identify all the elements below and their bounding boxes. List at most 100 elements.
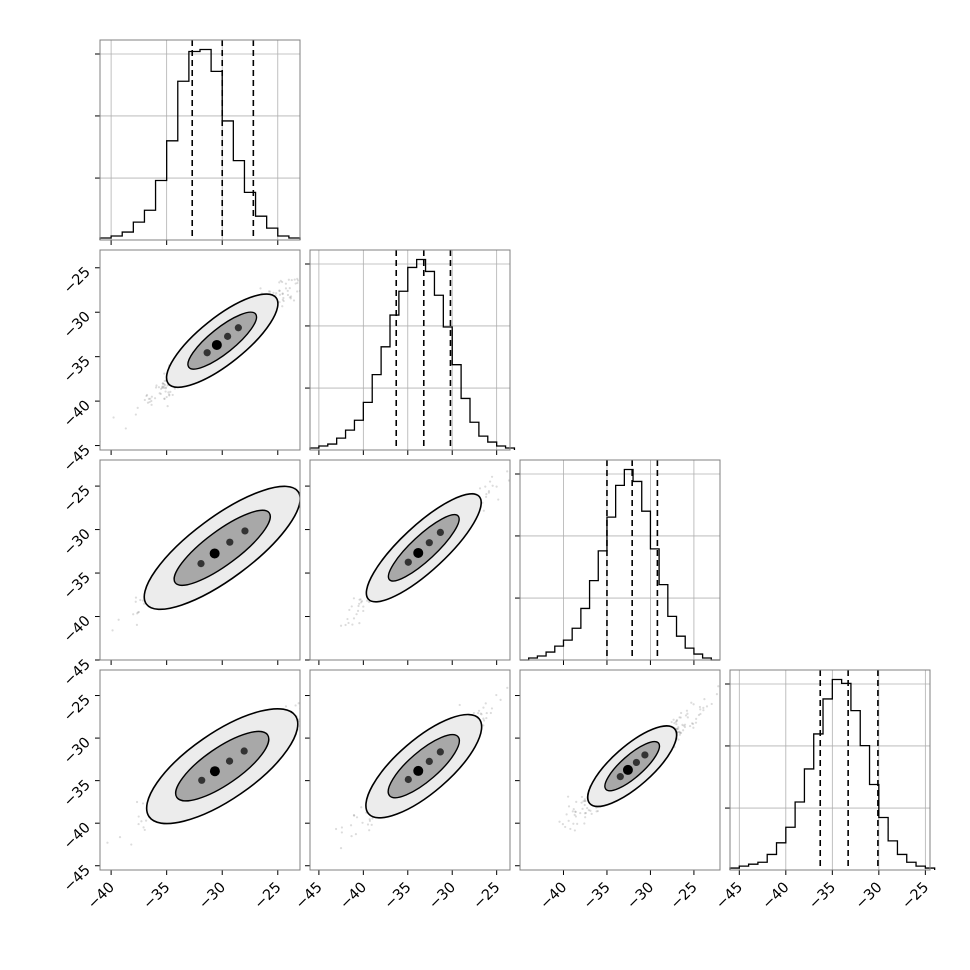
scatter-point: [141, 599, 145, 602]
scatter-point: [348, 608, 351, 612]
scatter-point: [296, 290, 299, 293]
scatter-point: [583, 812, 587, 815]
density-core: [234, 324, 242, 332]
scatter-point: [140, 820, 143, 823]
scatter-point: [698, 705, 702, 709]
scatter-point: [307, 495, 309, 497]
density-core: [641, 751, 649, 759]
scatter-point: [143, 828, 146, 832]
scatter-point: [678, 731, 681, 734]
panel-frame: [99, 459, 301, 661]
scatter-point: [580, 801, 583, 804]
scatter-point: [150, 395, 153, 398]
scatter-point: [670, 720, 673, 724]
scatter-point: [573, 813, 576, 816]
scatter-point: [168, 394, 171, 397]
panel-background: [520, 460, 720, 660]
scatter-point: [572, 822, 575, 825]
scatter-point: [290, 278, 293, 282]
scatter-point: [674, 720, 678, 723]
scatter-point: [705, 705, 709, 708]
scatter-point: [488, 480, 492, 483]
scatter-point: [344, 623, 347, 627]
x-tick-label: −30: [624, 880, 657, 913]
scatter-point: [282, 296, 285, 300]
density-core: [241, 527, 249, 535]
scatter-point: [368, 819, 372, 822]
scatter-point: [134, 600, 137, 603]
scatter-point: [279, 279, 282, 282]
x-tick-label: −35: [806, 880, 839, 913]
scatter-point: [300, 496, 302, 498]
scatter-point: [675, 718, 679, 722]
scatter-point: [159, 387, 163, 391]
scatter-point: [490, 475, 494, 478]
scatter-point: [137, 610, 140, 614]
scatter-point: [699, 712, 702, 716]
scatter-point: [161, 382, 164, 385]
scatter-point: [675, 727, 679, 730]
histogram-step: [309, 258, 516, 450]
scatter-point: [157, 386, 161, 389]
scatter-point: [359, 598, 362, 601]
scatter-point: [517, 681, 519, 683]
scatter-point: [497, 498, 500, 501]
scatter-point: [682, 724, 685, 727]
scatter-point: [361, 821, 364, 824]
scatter-point: [111, 629, 114, 632]
scatter-point: [307, 698, 309, 700]
scatter-point: [678, 730, 681, 733]
scatter-point: [589, 809, 592, 812]
scatter-point: [499, 698, 502, 701]
density-core: [616, 773, 624, 781]
scatter-point: [147, 397, 151, 400]
panel-frame: [729, 669, 931, 871]
scatter-point: [487, 490, 491, 493]
scatter-point: [360, 601, 363, 604]
scatter-point: [573, 829, 576, 832]
scatter-point: [360, 806, 363, 809]
scatter-point: [296, 279, 300, 282]
panel-frame: [99, 39, 301, 241]
scatter-point: [275, 292, 278, 295]
scatter-point: [353, 814, 356, 817]
scatter-point: [161, 385, 164, 388]
scatter-point: [679, 731, 682, 735]
y-tick-label: −40: [61, 820, 94, 853]
scatter-point: [169, 390, 172, 393]
scatter-point: [506, 470, 509, 473]
y-tick-label: −35: [61, 777, 94, 810]
scatter-point: [367, 600, 371, 604]
scatter-point: [267, 290, 271, 293]
y-tick-label: −35: [61, 570, 94, 603]
scatter-point: [472, 711, 475, 715]
scatter-point: [132, 613, 135, 616]
scatter-point: [162, 382, 166, 386]
scatter-point: [346, 617, 349, 621]
scatter-point: [571, 810, 574, 813]
panel-background: [730, 670, 930, 870]
scatter-point: [368, 829, 371, 832]
scatter-point: [278, 301, 281, 304]
scatter-point: [292, 299, 296, 302]
scatter-point: [507, 479, 510, 482]
scatter-point: [478, 487, 482, 490]
scatter-point: [482, 719, 486, 722]
panel-frame: [309, 459, 511, 661]
scatter-point: [305, 709, 307, 711]
scatter-point: [158, 392, 161, 395]
scatter-point: [155, 384, 158, 387]
scatter-point: [678, 733, 681, 736]
scatter-point: [304, 702, 306, 704]
scatter-point: [145, 394, 148, 398]
scatter-point: [574, 815, 577, 818]
scatter-point: [699, 708, 702, 711]
x-tick-label: −25: [899, 880, 932, 913]
scatter-point: [282, 299, 285, 303]
y-tick-label: −30: [61, 309, 94, 342]
scatter-point: [679, 716, 682, 719]
density-core: [224, 332, 232, 340]
scatter-point: [595, 810, 598, 813]
scatter-point: [691, 722, 695, 726]
